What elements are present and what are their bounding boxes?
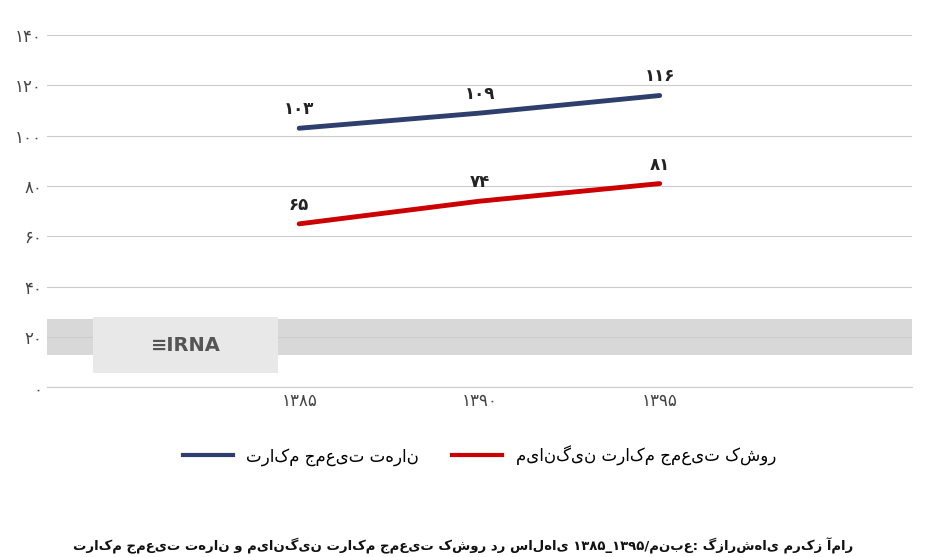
Text: ≡IRNA: ≡IRNA [150,336,221,355]
Text: ۷۴: ۷۴ [469,173,489,191]
Text: ۶۵: ۶۵ [289,196,310,214]
Bar [47,320,912,355]
Text: ۱۱۶: ۱۱۶ [644,67,675,85]
Text: ۱۰۹: ۱۰۹ [464,85,495,103]
Legend: تراکم جمعیت تهران, میانگین تراکم جمعیت کشور: تراکم جمعیت تهران, میانگین تراکم جمعیت ک… [176,438,782,472]
Text: ۱۰۳: ۱۰۳ [284,100,314,118]
Text: تراکم جمعیت تهران و میانگین تراکم جمعیت کشور در سال‌های ۱۳۸۵_۱۳۹۵/منبع: گزارش‌ها: تراکم جمعیت تهران و میانگین تراکم جمعیت … [73,538,854,554]
Text: ۸۱: ۸۱ [650,155,670,174]
